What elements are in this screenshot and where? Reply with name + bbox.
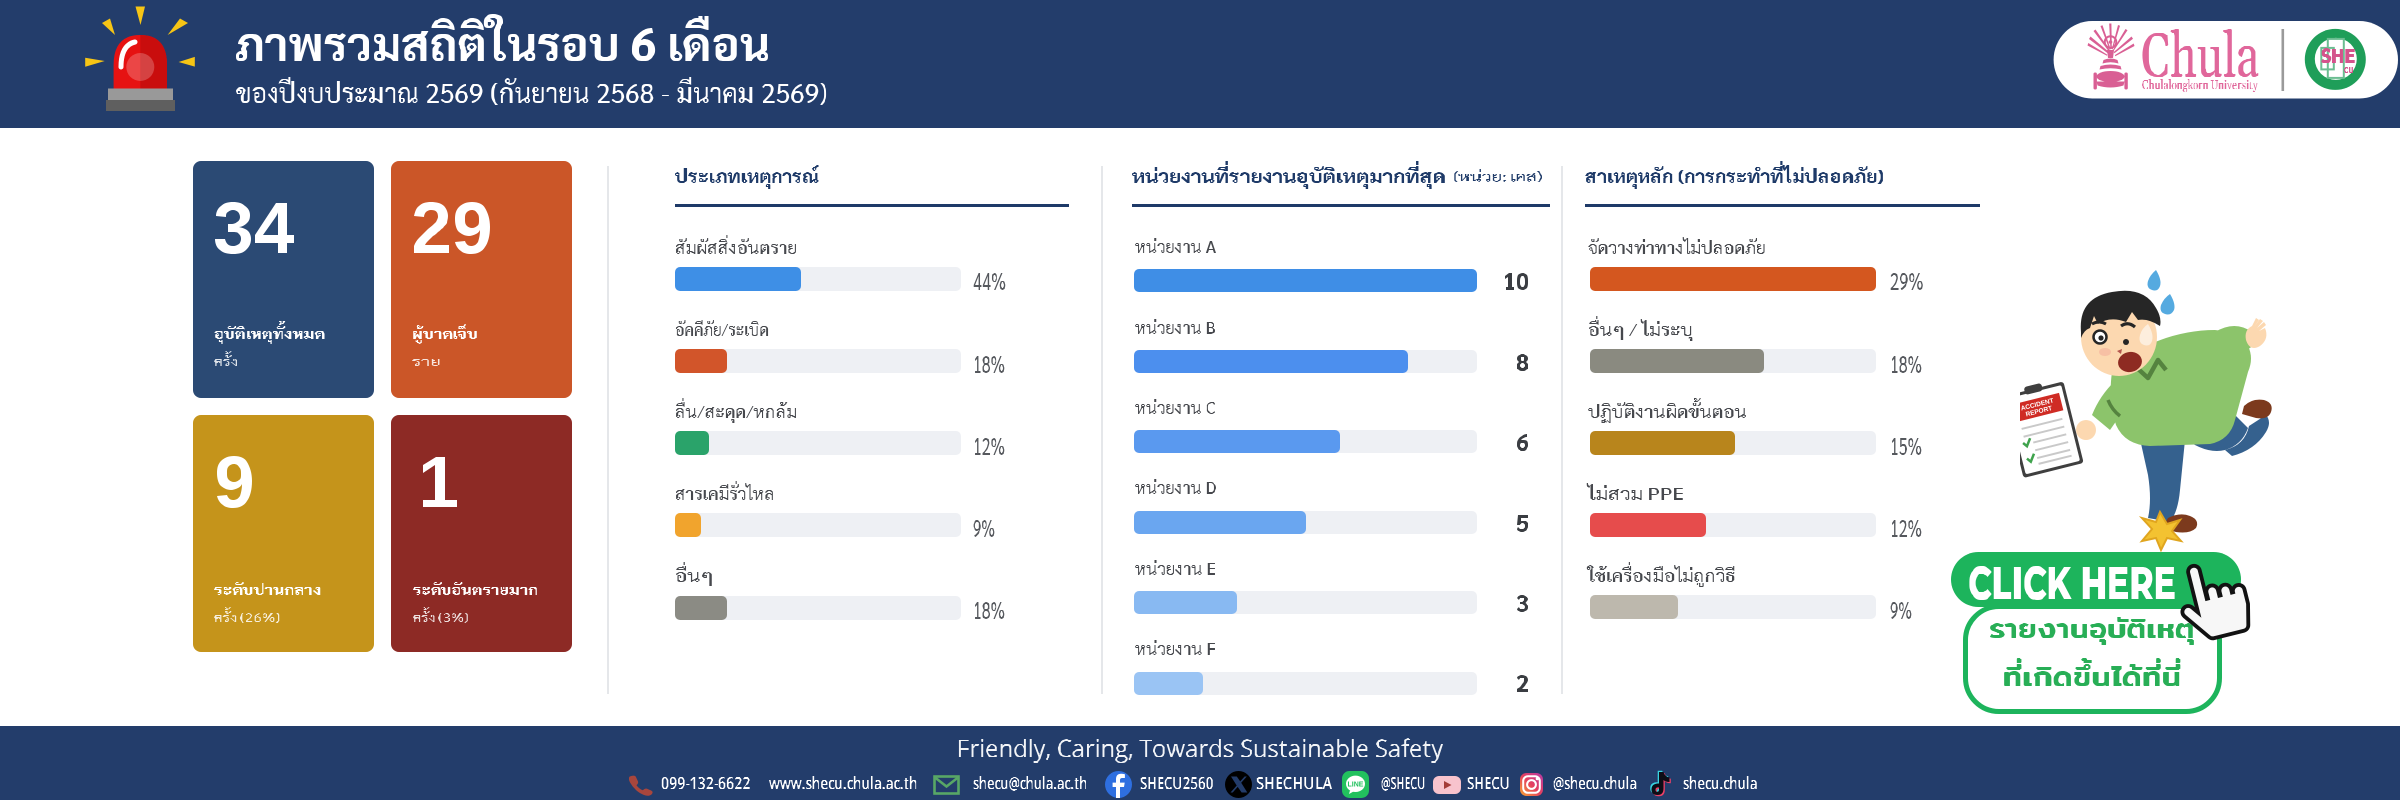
svg-text:LINE: LINE [1348, 782, 1364, 789]
